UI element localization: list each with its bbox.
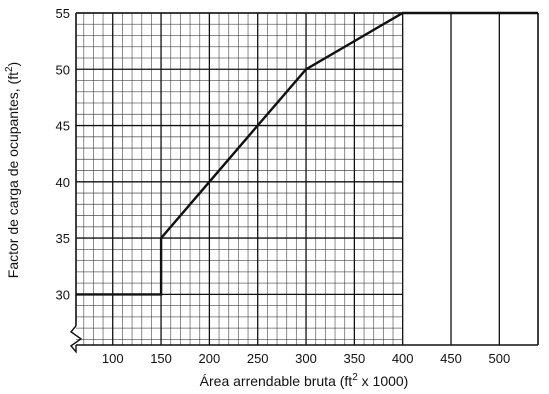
x-tick-label: 100 [102,351,124,366]
x-axis-title-main: Área arrendable bruta (ft [200,373,353,389]
x-tick-label: 300 [295,351,317,366]
series-line-0 [76,11,538,296]
x-tick-label: 200 [199,351,221,366]
y-axis-title-main: Factor de carga de ocupantes, (ft [5,72,21,278]
x-tick-label: 450 [440,351,462,366]
x-tick-label: 400 [392,351,414,366]
y-axis-title-superscript: 2 [4,66,15,72]
y-axis-title: Factor de carga de ocupantes, (ft2) [4,62,21,278]
x-tick-label: 150 [150,351,172,366]
y-tick-label: 30 [56,287,70,302]
x-tick-label: 500 [488,351,510,366]
y-tick-label: 55 [56,6,70,21]
x-axis-ticks: 100 150 200 250 300 350 400 450 500 [102,351,510,366]
x-tick-label: 250 [247,351,269,366]
y-tick-label: 40 [56,175,70,190]
x-axis-title-superscript: 2 [352,372,358,383]
x-axis-title-suffix: x 1000) [358,373,409,389]
x-tick-label: 350 [344,351,366,366]
y-axis-ticks: 30 35 40 45 50 55 [56,6,70,302]
y-tick-label: 45 [56,119,70,134]
axis-break-zigzag [69,325,83,354]
series-layer [75,11,539,296]
x-axis-title: Área arrendable bruta (ft2 x 1000) [200,372,409,389]
y-tick-label: 50 [56,62,70,77]
y-tick-label: 35 [56,231,70,246]
y-axis-title-suffix: ) [5,62,21,67]
